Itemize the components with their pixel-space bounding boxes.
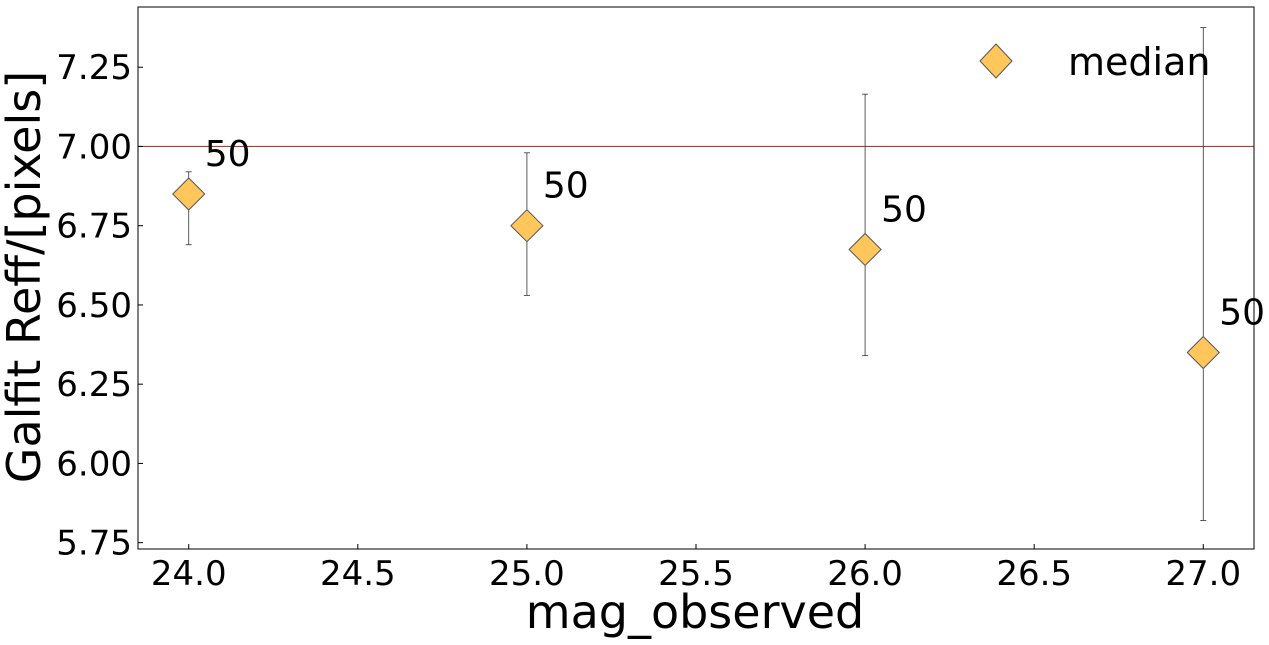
x-tick-label: 26.5 [996,554,1072,594]
data-point: 50 [1186,27,1265,521]
legend-marker-median [979,43,1013,79]
y-tick-label: 6.00 [56,444,132,484]
legend-label-median: median [1068,40,1210,84]
x-tick-label: 27.0 [1165,554,1241,594]
median-marker [848,232,882,267]
y-axis-label: Galfit Reff/[pixels] [0,71,51,483]
point-count-label: 50 [205,134,251,175]
point-count-label: 50 [881,189,927,230]
point-count-label: 50 [1219,292,1265,333]
y-tick-label: 6.50 [56,286,132,326]
data-point: 50 [510,152,589,296]
x-tick-label: 24.0 [151,554,227,594]
y-axis-ticks: 5.75 6.00 6.25 6.50 6.75 7.00 7.25 [56,48,143,564]
y-tick-label: 7.25 [56,48,132,88]
plot-area: 50 50 50 50 [138,27,1265,521]
x-tick-label: 25.0 [489,554,565,594]
legend: median [979,40,1210,84]
plot-frame [137,6,1255,550]
data-point: 50 [848,93,927,357]
x-tick-label: 24.5 [320,554,396,594]
median-marker [172,177,206,211]
median-marker [1186,335,1220,370]
median-marker [510,208,544,243]
x-tick-label: 26.0 [827,554,903,594]
y-tick-label: 6.25 [56,365,132,405]
x-axis-ticks: 24.0 24.5 25.0 25.5 26.0 26.5 27.0 [151,544,1241,594]
x-tick-label: 25.5 [658,554,734,594]
y-tick-label: 5.75 [56,524,132,564]
y-tick-label: 7.00 [56,127,132,167]
x-axis-label: mag_observed [526,585,864,639]
data-point: 50 [172,134,251,246]
y-tick-label: 6.75 [56,207,132,247]
point-count-label: 50 [543,166,589,207]
